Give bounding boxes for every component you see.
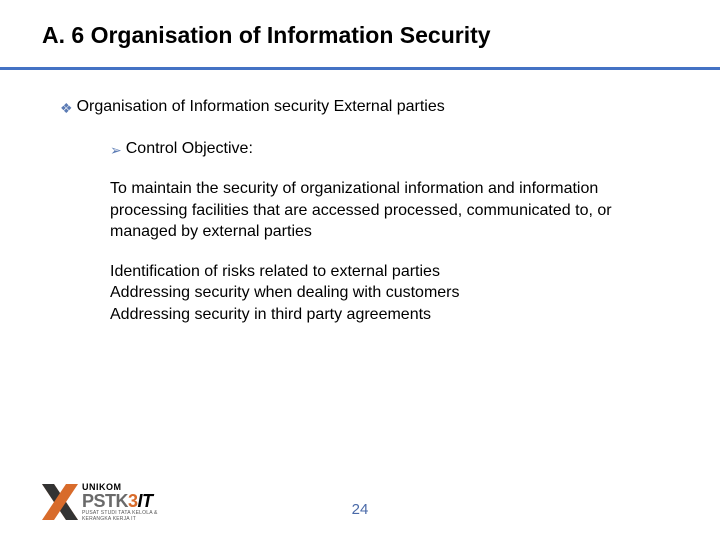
slide-title: A. 6 Organisation of Information Securit… bbox=[0, 0, 720, 49]
list-item: Addressing security in third party agree… bbox=[110, 304, 660, 326]
subheading: Control Objective: bbox=[126, 140, 253, 158]
logo: UNIKOM PSTK3IT PUSAT STUDI TATA KELOLA &… bbox=[42, 484, 182, 522]
diamond-bullet-icon: ❖ bbox=[60, 98, 73, 118]
logo-mark-icon bbox=[42, 484, 78, 520]
logo-text: UNIKOM PSTK3IT PUSAT STUDI TATA KELOLA &… bbox=[82, 482, 182, 522]
page-number: 24 bbox=[352, 501, 369, 518]
indented-block: ➢ Control Objective: bbox=[60, 140, 660, 160]
list-block: Identification of risks related to exter… bbox=[60, 261, 660, 326]
content-area: ❖ Organisation of Information security E… bbox=[0, 70, 720, 326]
bullet-level1: ❖ Organisation of Information security E… bbox=[60, 98, 660, 118]
objective-paragraph: To maintain the security of organization… bbox=[60, 178, 660, 243]
bullet-level2: ➢ Control Objective: bbox=[110, 140, 660, 160]
logo-main: PSTK3IT bbox=[82, 492, 182, 510]
logo-subtitle: PUSAT STUDI TATA KELOLA & KERANGKA KERJA… bbox=[82, 510, 182, 522]
list-item: Addressing security when dealing with cu… bbox=[110, 282, 660, 304]
list-item: Identification of risks related to exter… bbox=[110, 261, 660, 283]
arrow-bullet-icon: ➢ bbox=[110, 140, 122, 160]
section-heading: Organisation of Information security Ext… bbox=[77, 98, 445, 116]
